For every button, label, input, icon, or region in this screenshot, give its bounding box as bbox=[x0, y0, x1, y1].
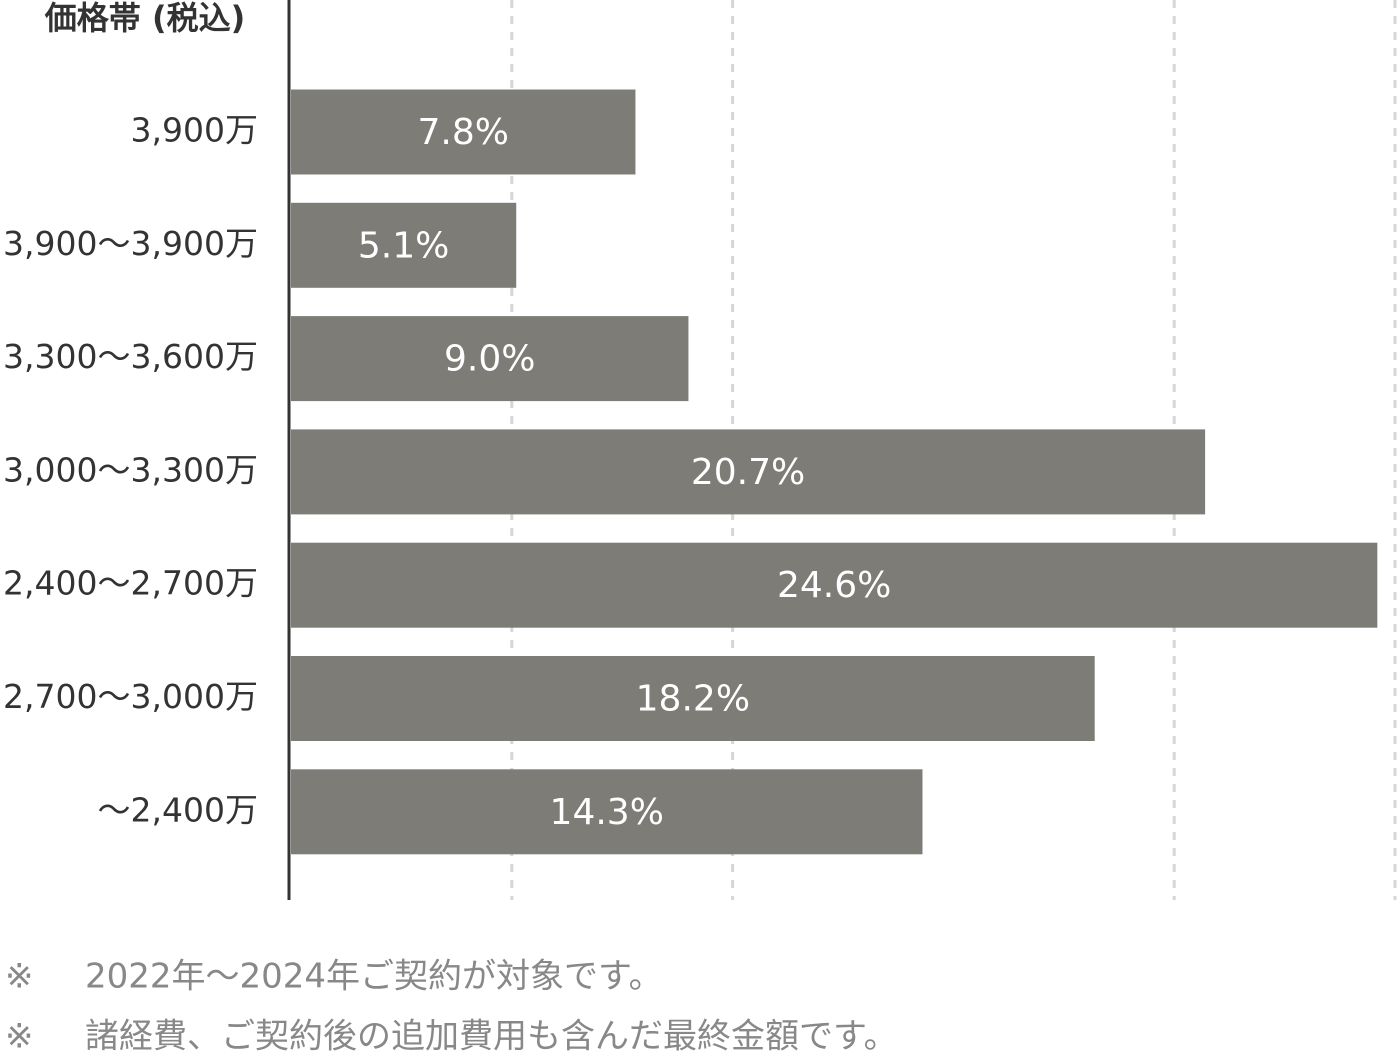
bar bbox=[291, 542, 1378, 628]
value-label: 24.6% bbox=[777, 565, 891, 606]
value-label: 18.2% bbox=[636, 679, 750, 720]
y-axis-title: 価格帯 (税込) bbox=[44, 0, 245, 37]
value-label: 20.7% bbox=[691, 452, 805, 493]
bar bbox=[291, 89, 636, 175]
bar bbox=[291, 769, 923, 855]
note: 2022年～2024年ご契約が対象です。 bbox=[85, 957, 663, 997]
bar bbox=[291, 656, 1095, 741]
y-tick-label: 2,400～2,700万 bbox=[3, 564, 258, 603]
y-tick-label: 3,300～3,600万 bbox=[3, 337, 258, 376]
y-tick-label: ～2,400万 bbox=[98, 790, 258, 829]
y-tick-label: 2,700～3,000万 bbox=[3, 677, 258, 716]
bar bbox=[291, 316, 689, 402]
y-tick-label: 3,900万 bbox=[131, 111, 258, 150]
bar bbox=[291, 429, 1206, 515]
y-tick-label: 3,000～3,300万 bbox=[3, 450, 258, 489]
value-label: 5.1% bbox=[358, 225, 449, 266]
y-tick-label: 3,900～3,900万 bbox=[3, 224, 258, 263]
note-marker: ※ bbox=[5, 1017, 34, 1057]
bar bbox=[291, 202, 517, 288]
note: 諸経費、ご契約後の追加費用も含んだ最終金額です。 bbox=[85, 1017, 898, 1057]
value-label: 9.0% bbox=[444, 339, 535, 380]
note-marker: ※ bbox=[5, 957, 34, 997]
value-label: 7.8% bbox=[417, 112, 508, 153]
value-label: 14.3% bbox=[550, 792, 664, 833]
